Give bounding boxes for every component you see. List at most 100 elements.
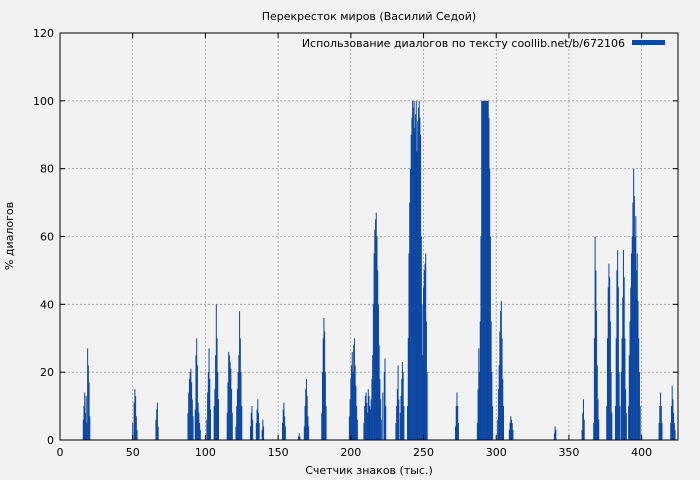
- grid: [60, 33, 678, 440]
- x-tick-label: 250: [413, 446, 434, 459]
- x-axis-label: Счетчик знаков (тыс.): [305, 464, 433, 477]
- x-tick-label: 100: [195, 446, 216, 459]
- data-bar: [321, 412, 323, 440]
- data-bar: [297, 436, 299, 440]
- data-bar: [377, 270, 379, 440]
- data-bar: [258, 423, 260, 440]
- data-bar: [478, 348, 480, 440]
- data-bar: [308, 426, 310, 440]
- data-bar: [484, 100, 486, 440]
- data-bar: [136, 429, 138, 440]
- data-bar: [497, 419, 499, 440]
- data-bar: [616, 270, 618, 440]
- data-bar: [133, 402, 135, 440]
- data-bar: [597, 399, 599, 440]
- data-bar: [619, 406, 621, 440]
- data-bar: [416, 151, 418, 441]
- data-bar: [322, 338, 324, 440]
- data-bar: [368, 395, 370, 440]
- data-bar: [303, 426, 305, 440]
- data-bar: [307, 416, 309, 440]
- data-bar: [629, 321, 631, 440]
- data-bar: [257, 399, 259, 440]
- data-bar: [379, 378, 381, 440]
- data-bar: [482, 100, 484, 440]
- data-bar: [229, 361, 231, 440]
- data-bar: [628, 406, 630, 440]
- data-bar: [407, 406, 409, 440]
- data-bar: [196, 338, 198, 440]
- data-bar: [135, 416, 137, 440]
- data-bar: [660, 406, 662, 440]
- data-bar: [673, 412, 675, 440]
- data-bar: [581, 429, 583, 440]
- data-bar: [420, 236, 422, 440]
- data-bar: [376, 236, 378, 440]
- data-bar: [415, 114, 417, 441]
- data-bar: [363, 423, 365, 440]
- data-bar: [596, 365, 598, 440]
- data-bar: [396, 389, 398, 440]
- data-bar: [593, 338, 595, 440]
- data-bar: [305, 378, 307, 440]
- data-bar: [425, 321, 427, 440]
- data-bar: [230, 368, 232, 440]
- data-bar: [284, 416, 286, 440]
- data-bar: [670, 406, 672, 440]
- data-bar: [621, 338, 623, 440]
- data-bar: [241, 406, 243, 440]
- data-bar: [378, 345, 380, 440]
- data-bar: [609, 321, 611, 440]
- data-bar: [617, 250, 619, 440]
- data-bar: [236, 389, 238, 440]
- data-bar: [455, 426, 457, 440]
- data-bar: [373, 253, 375, 440]
- data-bar: [209, 378, 211, 440]
- data-bar: [252, 419, 254, 440]
- data-bar: [622, 250, 624, 440]
- data-bar: [263, 426, 265, 440]
- data-bar: [509, 423, 511, 440]
- data-bar: [407, 338, 409, 440]
- data-bar: [367, 412, 369, 440]
- data-bar: [231, 389, 233, 440]
- data-bar: [237, 372, 239, 440]
- data-bar: [304, 406, 306, 440]
- y-tick-label: 80: [40, 163, 54, 176]
- data-bar: [423, 270, 425, 440]
- data-bar: [499, 331, 501, 440]
- data-bar: [611, 412, 613, 440]
- data-bar: [417, 121, 419, 440]
- data-bar: [215, 355, 217, 440]
- data-bar: [583, 419, 585, 440]
- data-bar: [511, 423, 513, 440]
- data-bar: [409, 168, 411, 440]
- data-bar: [618, 372, 620, 440]
- data-bar: [377, 304, 379, 440]
- data-bar: [196, 365, 198, 440]
- data-bar: [615, 338, 617, 440]
- x-tick-label: 50: [126, 446, 140, 459]
- data-bar: [636, 253, 638, 440]
- data-bar: [481, 100, 483, 440]
- data-bar: [356, 406, 358, 440]
- data-bar: [487, 100, 489, 440]
- data-bar: [671, 385, 673, 440]
- data-bar: [369, 409, 371, 440]
- data-bar: [486, 100, 488, 440]
- data-bar: [672, 399, 674, 440]
- data-bar: [555, 429, 557, 440]
- data-bar: [380, 399, 382, 440]
- data-bar: [410, 134, 412, 440]
- y-tick-label: 100: [33, 95, 54, 108]
- data-bar: [351, 351, 353, 440]
- data-bar: [189, 372, 191, 440]
- data-bar: [353, 345, 355, 440]
- data-bar: [628, 355, 630, 440]
- data-bar: [250, 412, 252, 440]
- data-bar: [638, 338, 640, 440]
- data-bar: [420, 134, 422, 440]
- data-bar: [625, 412, 627, 440]
- data-bar: [554, 426, 556, 440]
